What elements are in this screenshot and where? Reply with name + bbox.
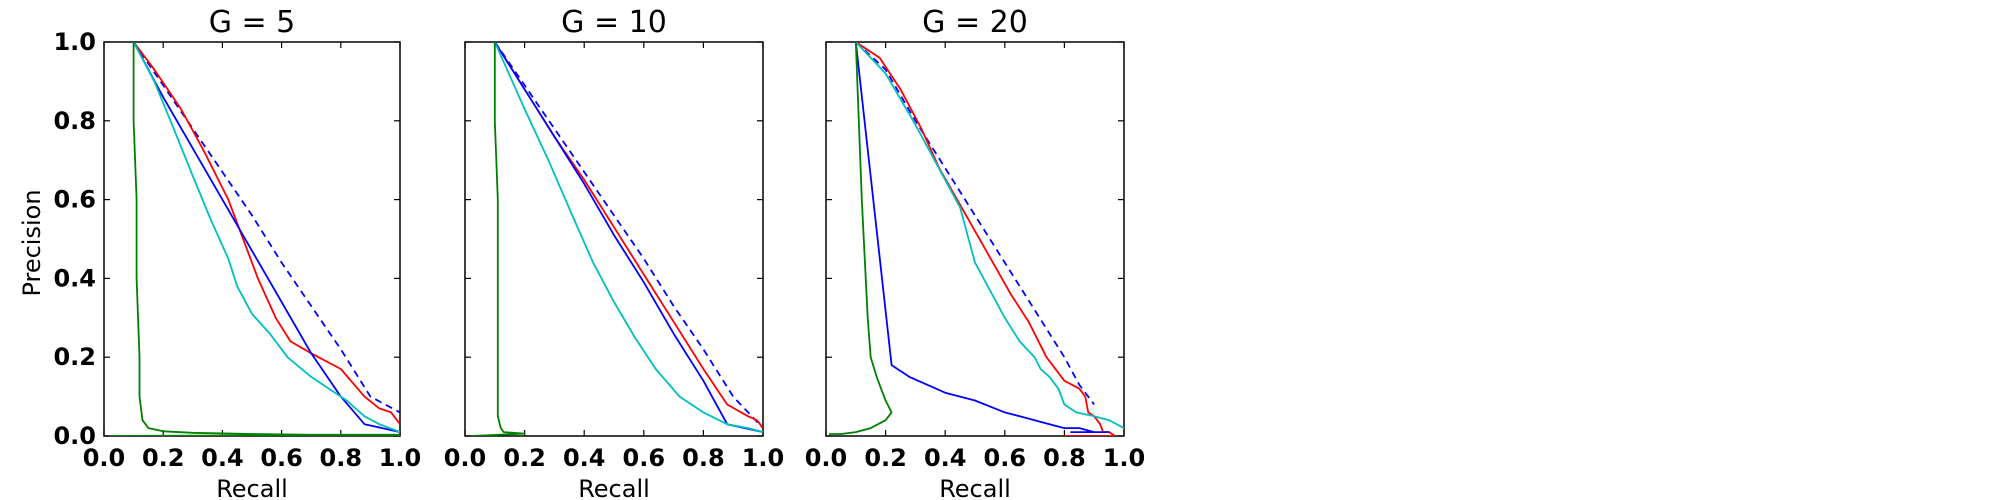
series-group (470, 42, 763, 436)
x-tick-label: 0.8 (682, 444, 725, 472)
series-line-5 (109, 42, 400, 436)
x-tick-label: 0.2 (503, 444, 546, 472)
x-tick-label: 0.0 (83, 444, 126, 472)
plot-frame (464, 41, 764, 437)
series-group (109, 42, 400, 436)
y-tick-label: 0.0 (53, 422, 96, 450)
series-line-3 (494, 42, 763, 433)
panel-2-x-axis-label: Recall (578, 475, 650, 500)
panel-3-x-axis-label: Recall (939, 475, 1011, 500)
panel-3-title: G = 20 (922, 5, 1028, 40)
series-line-4 (493, 42, 763, 433)
x-tick-label: 0.6 (260, 444, 303, 472)
plot-area: 0.0 0.2 0.4 0.6 0.8 1.00.00.20.40.60.81.00.0 0… (53, 28, 1145, 472)
x-tick-label: 0.6 (984, 444, 1027, 472)
series-line-4 (855, 42, 1124, 429)
panel-3: 0.0 0.2 0.4 0.6 0.8 1.0 (805, 41, 1146, 472)
panel-1-y-axis-label: Precision (18, 189, 46, 296)
y-tick-label: 1.0 (53, 28, 96, 56)
y-tick-label: 0.2 (53, 343, 96, 371)
panel-1: 0.0 0.2 0.4 0.6 0.8 1.0 0.0 0.2 0.4 0.6 0.8 1.0 (53, 28, 421, 472)
panel-1-x-axis-label: Recall (216, 475, 288, 500)
x-tick-label: 0.8 (1043, 444, 1086, 472)
y-tick-label: 0.4 (53, 264, 96, 292)
series-line-4 (132, 42, 400, 433)
x-tick-label: 1.0 (742, 444, 785, 472)
x-tick-label: 0.4 (563, 444, 606, 472)
x-tick-label: 0.2 (864, 444, 907, 472)
panel-2: 0.0 0.2 0.4 0.6 0.8 1.0 (444, 41, 785, 472)
series-line-2 (855, 42, 1116, 436)
series-line-5 (470, 42, 526, 436)
y-tick-label: 0.8 (53, 107, 96, 135)
x-tick-label: 0.0 (805, 444, 848, 472)
series-line-3 (132, 42, 400, 433)
panel-1-title: G = 5 (209, 5, 296, 40)
y-tick-label: 0.6 (53, 186, 96, 214)
plot-frame (103, 41, 401, 437)
x-tick-label: 0.8 (320, 444, 363, 472)
series-line-5 (829, 42, 893, 435)
series-line-1 (855, 42, 1095, 406)
plot-frame (825, 41, 1125, 437)
series-group (829, 42, 1124, 436)
series-line-1 (494, 42, 763, 429)
panel-2-title: G = 10 (561, 5, 667, 40)
x-tick-label: 0.0 (444, 444, 487, 472)
x-tick-label: 0.6 (623, 444, 666, 472)
series-line-1 (132, 42, 400, 414)
x-tick-label: 0.4 (924, 444, 967, 472)
series-line-3 (854, 42, 1110, 434)
series-line-2 (494, 42, 763, 429)
x-tick-label: 0.4 (201, 444, 244, 472)
x-tick-label: 1.0 (1103, 444, 1146, 472)
x-tick-label: 1.0 (379, 444, 422, 472)
x-tick-label: 0.2 (142, 444, 185, 472)
series-line-2 (132, 42, 400, 425)
